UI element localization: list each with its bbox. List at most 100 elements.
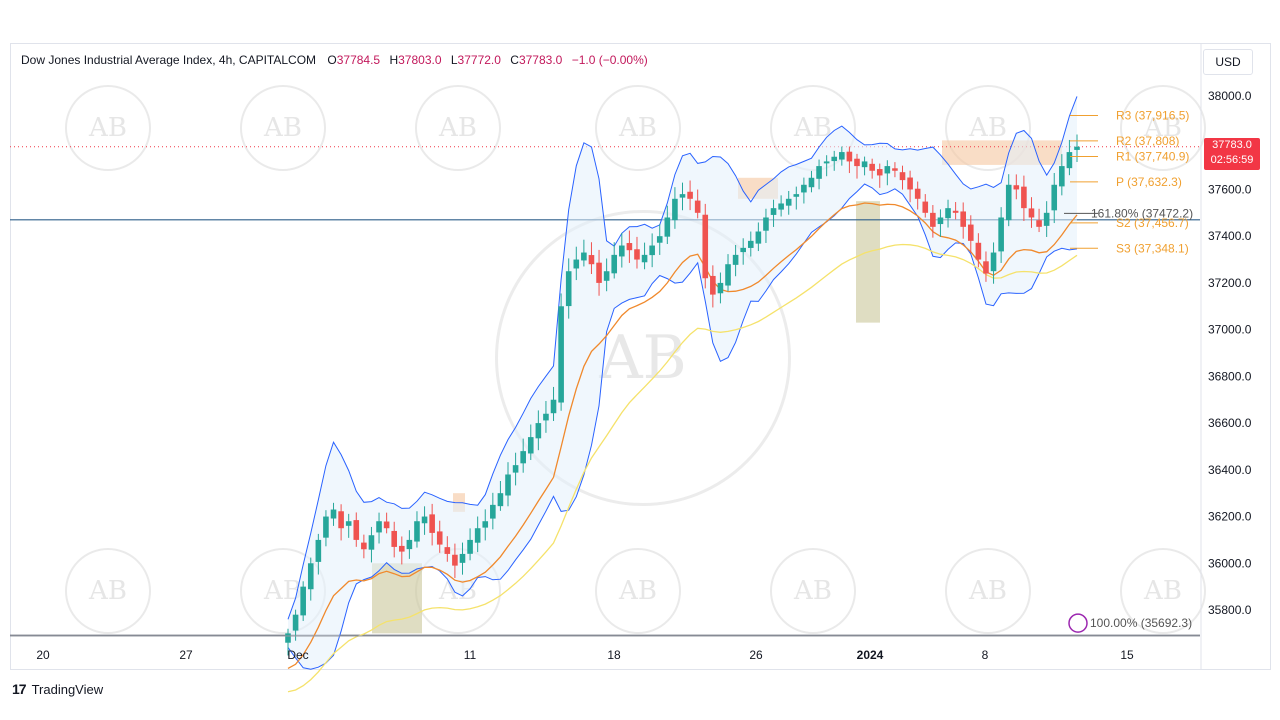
candle-body bbox=[535, 423, 542, 439]
candle bbox=[383, 512, 390, 534]
candle-body bbox=[452, 554, 458, 566]
bollinger-upper bbox=[287, 96, 1078, 620]
candle bbox=[452, 543, 458, 579]
watermark-ab: AB bbox=[1120, 85, 1206, 171]
candle-body bbox=[884, 166, 891, 174]
candle-body bbox=[588, 255, 595, 265]
chart-frame bbox=[10, 43, 1271, 670]
candle bbox=[785, 190, 792, 215]
candle-body bbox=[497, 493, 504, 507]
candle-body bbox=[520, 451, 526, 464]
watermark-ab: AB bbox=[65, 548, 151, 634]
price-tick-label: 36800.0 bbox=[1208, 369, 1252, 383]
candle bbox=[376, 512, 382, 544]
candle-body bbox=[1013, 185, 1020, 190]
candle bbox=[368, 526, 375, 563]
symbol-title: Dow Jones Industrial Average Index, 4h, … bbox=[21, 53, 317, 67]
candle bbox=[664, 205, 671, 245]
bollinger-lower bbox=[287, 183, 1078, 670]
candle-body bbox=[952, 210, 959, 213]
candle bbox=[990, 242, 997, 284]
watermark-ab: AB bbox=[595, 85, 681, 171]
time-tick-label: 20 bbox=[36, 648, 50, 662]
fib-label: 161.80% (37472.2) bbox=[1091, 206, 1193, 220]
candle-body bbox=[854, 158, 860, 167]
candle-body bbox=[1066, 152, 1073, 169]
candle bbox=[1043, 201, 1050, 237]
candle-body bbox=[596, 262, 602, 283]
candle-body bbox=[398, 545, 405, 552]
candle-body bbox=[945, 208, 951, 219]
high-key: H bbox=[389, 53, 399, 67]
currency-button[interactable]: USD bbox=[1203, 49, 1253, 75]
candle-body bbox=[816, 166, 822, 179]
candle-body bbox=[345, 521, 352, 526]
candle bbox=[672, 187, 678, 229]
candle bbox=[619, 232, 625, 268]
candle-body bbox=[550, 399, 557, 414]
candle bbox=[937, 209, 944, 237]
candle bbox=[398, 536, 405, 565]
candle-body bbox=[619, 245, 625, 257]
candle-body bbox=[611, 254, 618, 274]
candle-body bbox=[823, 161, 830, 164]
candle bbox=[952, 202, 959, 220]
alert-icon bbox=[1068, 613, 1088, 633]
candle bbox=[998, 207, 1004, 263]
candle-body bbox=[649, 245, 655, 256]
candle bbox=[694, 189, 701, 219]
candle bbox=[975, 233, 982, 268]
candle bbox=[391, 521, 398, 558]
candle bbox=[892, 162, 898, 178]
candle bbox=[414, 511, 420, 548]
low-value: 37772.0 bbox=[457, 53, 501, 67]
candle-body bbox=[414, 521, 420, 542]
candlesticks bbox=[285, 134, 1080, 656]
candle-body bbox=[732, 254, 739, 265]
candle-body bbox=[687, 191, 693, 199]
candle bbox=[315, 533, 322, 575]
high-value: 37803.0 bbox=[398, 53, 442, 67]
watermark-ab: AB bbox=[240, 85, 326, 171]
pivot-levels: R3 (37,916.5) R2 (37,808) R1 (37,740.9) P (… bbox=[1064, 109, 1193, 633]
candle-body bbox=[990, 252, 997, 272]
candle-body bbox=[740, 247, 746, 253]
price-axis: 35800.0 36000.0 36200.0 36400.0 36600.0 36800… bbox=[1200, 44, 1252, 669]
candle bbox=[656, 224, 663, 255]
candle bbox=[740, 238, 746, 265]
ema-slow-line bbox=[287, 243, 1078, 693]
candle bbox=[884, 160, 891, 186]
candle bbox=[967, 215, 974, 254]
candle-body bbox=[892, 168, 898, 171]
watermark-ab: AB bbox=[945, 548, 1031, 634]
candle bbox=[611, 242, 618, 279]
candle bbox=[482, 509, 489, 541]
candle bbox=[300, 581, 306, 621]
tradingview-logo[interactable]: 17 TradingView bbox=[12, 681, 103, 697]
candle bbox=[907, 170, 913, 203]
candle bbox=[770, 199, 777, 227]
candle-body bbox=[679, 194, 686, 198]
candle bbox=[763, 208, 769, 243]
candle-body bbox=[467, 539, 473, 554]
candle-body bbox=[778, 203, 784, 210]
candle bbox=[793, 186, 800, 210]
candle bbox=[983, 251, 989, 282]
candle-body bbox=[763, 217, 769, 231]
candle-body bbox=[634, 249, 640, 260]
candle bbox=[323, 510, 329, 547]
candle bbox=[1036, 208, 1042, 233]
candle bbox=[747, 231, 754, 257]
watermark-large-ab: AB bbox=[495, 210, 791, 506]
candle-body bbox=[876, 169, 883, 176]
candle bbox=[512, 452, 519, 486]
candle-body bbox=[1028, 208, 1035, 218]
candle bbox=[755, 222, 762, 252]
candle bbox=[839, 146, 845, 166]
candle-body bbox=[656, 236, 663, 243]
candle-body bbox=[930, 212, 936, 227]
fib-base-label: 100.00% (35692.3) bbox=[1090, 616, 1192, 630]
candle-body bbox=[785, 198, 792, 206]
candle-body bbox=[573, 259, 580, 269]
